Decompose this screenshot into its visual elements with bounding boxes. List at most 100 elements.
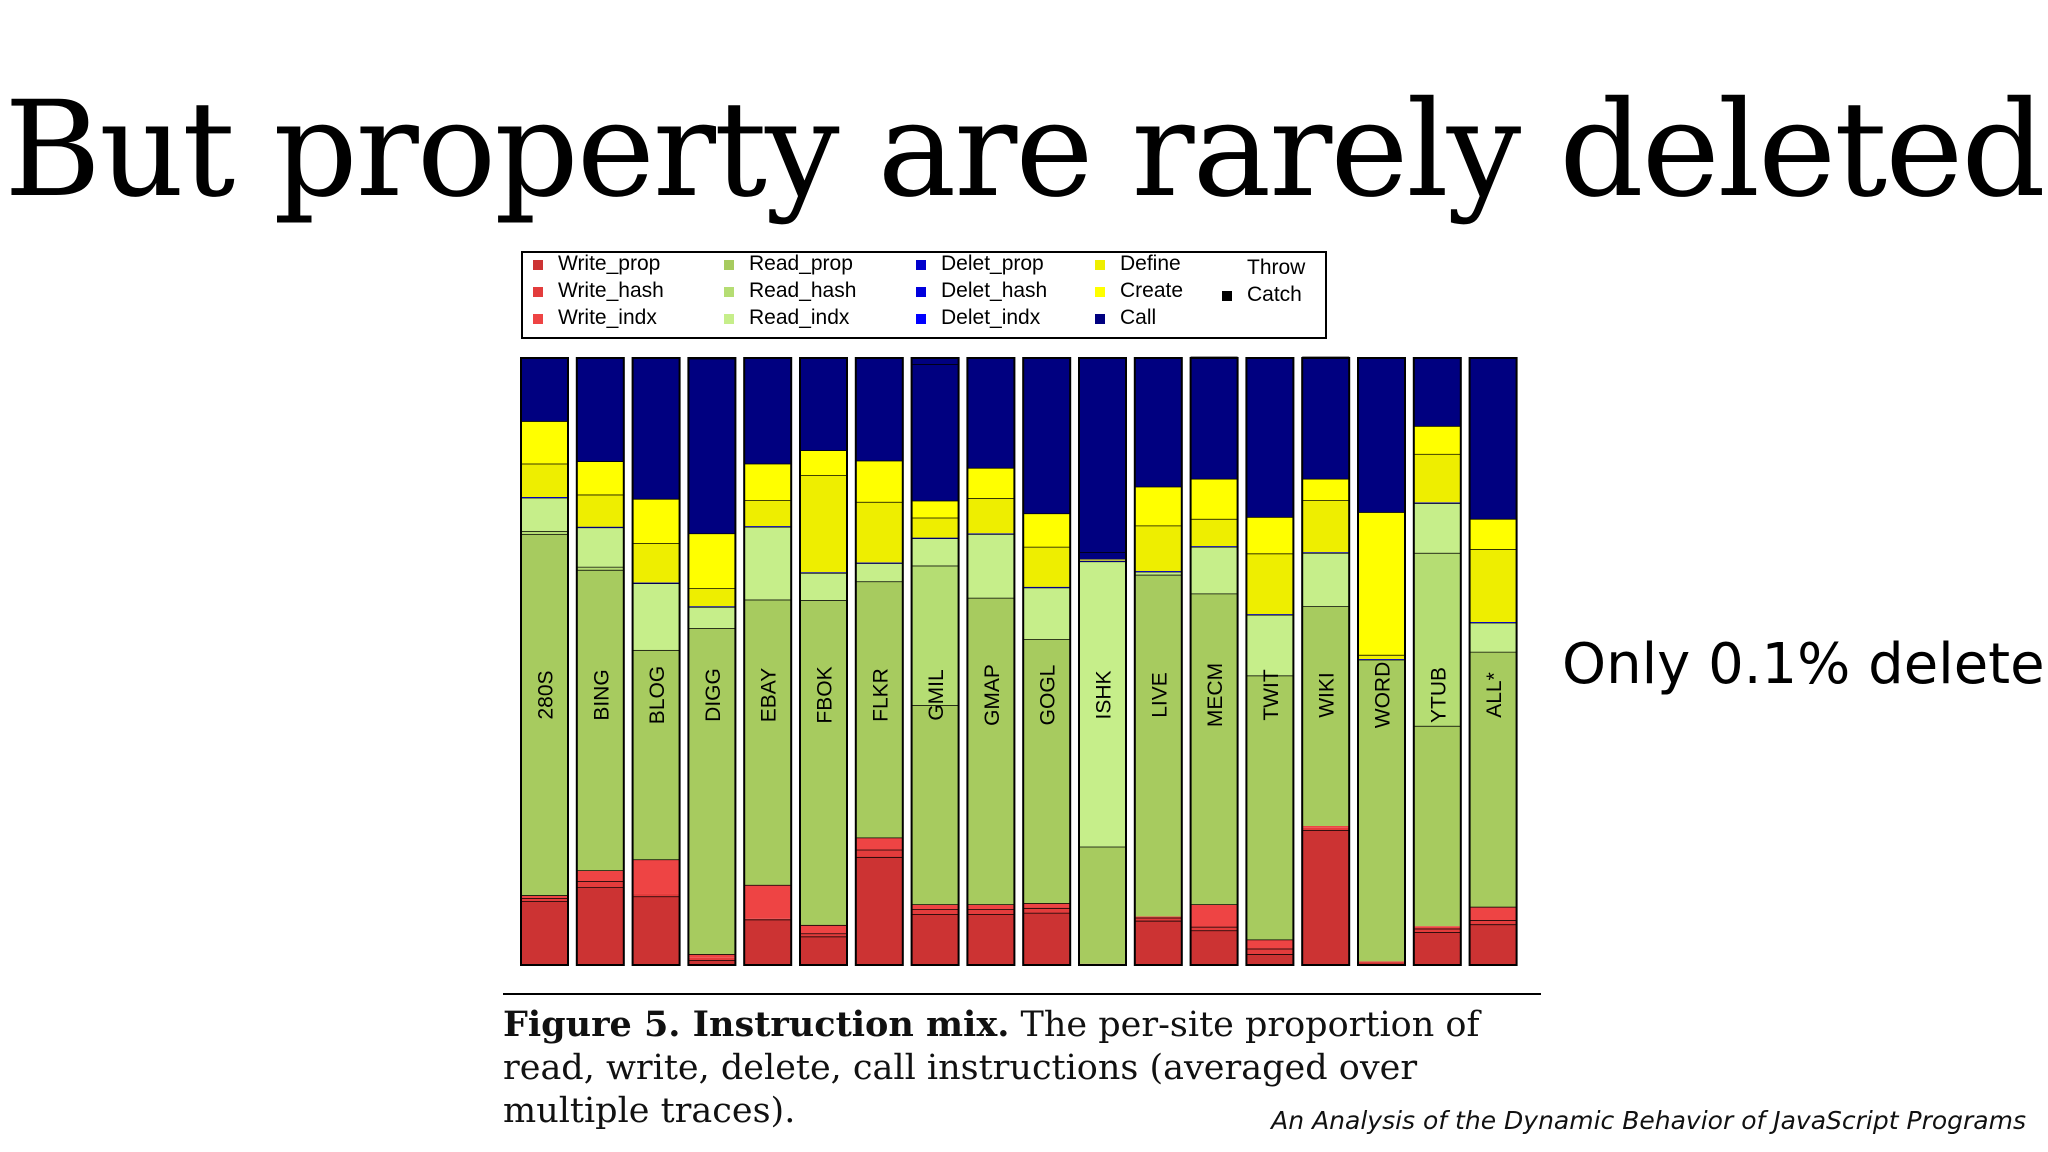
bar-segment-bing-define xyxy=(576,494,624,527)
bar-word: WORD xyxy=(1357,357,1406,966)
bar-outline-blog xyxy=(631,357,681,966)
bar-segment-all-define xyxy=(1469,549,1517,623)
bar-segment-ebay-delet-indx xyxy=(744,526,792,527)
bar-remainder-gmil xyxy=(911,358,959,365)
bar-segment-gmil-write-indx xyxy=(911,904,959,910)
bar-segment-flkr-write-indx xyxy=(855,837,903,850)
bar-segment-bing-read-hash xyxy=(576,566,624,570)
bar-segment-wiki-read-indx xyxy=(1302,552,1350,607)
bar-segment-280s-delet-indx xyxy=(521,497,568,498)
bar-segment-all-create xyxy=(1469,518,1517,550)
bar-segment-wiki-delet-prop xyxy=(1302,552,1350,554)
bar-outline-twit xyxy=(1245,357,1295,966)
bar-segment-fbok-define xyxy=(800,475,847,573)
bar-label-wiki: WIKI xyxy=(1316,672,1339,718)
bar-segment-flkr-define xyxy=(855,501,903,563)
bar-segment-word-write-hash xyxy=(1358,961,1405,963)
bar-segment-ytub-create xyxy=(1413,425,1461,454)
bar-segment-digg-create xyxy=(688,533,736,589)
bar-segment-gmil-define xyxy=(911,517,959,538)
bar-outline-wiki xyxy=(1301,357,1351,966)
bar-outline-gmap xyxy=(966,357,1016,966)
bar-segment-280s-create xyxy=(521,421,568,464)
bar-gmil: GMIL xyxy=(910,357,960,966)
bar-segment-wiki-read-prop xyxy=(1302,606,1350,826)
bar-280s: 280S xyxy=(520,357,569,966)
bar-label-bing: BING xyxy=(590,669,613,720)
bar-segment-live-delet-prop xyxy=(1134,571,1182,572)
bar-label-all: ALL* xyxy=(1483,672,1506,718)
bar-segment-bing-read-indx xyxy=(576,527,624,567)
bar-segment-live-write-indx xyxy=(1134,916,1182,918)
caption-text: The per-site proportion of read, write, … xyxy=(503,1005,1480,1131)
bar-gmap: GMAP xyxy=(966,357,1016,966)
bar-segment-flkr-create xyxy=(855,460,903,502)
legend-swatch-call xyxy=(1095,314,1105,324)
bar-segment-mecm-call xyxy=(1190,357,1238,479)
bar-segment-all-write-prop xyxy=(1469,924,1517,965)
bar-segment-blog-define xyxy=(632,543,680,583)
bar-segment-gmil-call xyxy=(911,364,959,501)
bar-segment-flkr-delet-prop xyxy=(855,562,903,564)
bar-segment-ytub-write-hash xyxy=(1413,928,1461,933)
bar-segment-gmil-read-hash xyxy=(911,565,959,706)
bar-segment-live-write-hash xyxy=(1134,917,1182,921)
bar-segment-ishk-delet-indx xyxy=(1079,560,1126,562)
bar-segment-ishk-call xyxy=(1079,552,1126,560)
bar-label-twit: TWIT xyxy=(1260,669,1283,720)
bar-segment-wiki-define xyxy=(1302,500,1350,553)
bar-segment-mecm-delet-indx xyxy=(1190,546,1238,547)
bar-segment-bing-create xyxy=(576,461,624,495)
bar-segment-gogl-call xyxy=(1023,358,1071,514)
bar-outline-all xyxy=(1468,357,1518,966)
bar-segment-digg-define xyxy=(688,588,736,607)
legend-swatch-delet-hash xyxy=(916,287,926,297)
bar-segment-digg-read-indx xyxy=(688,606,736,629)
bar-segment-gogl-delet-indx xyxy=(1023,586,1071,588)
bar-segment-digg-call xyxy=(688,358,736,534)
bar-segment-twit-define xyxy=(1246,553,1294,615)
bar-segment-blog-read-prop xyxy=(632,649,680,860)
bar-segment-gmil-delet-prop xyxy=(911,537,959,539)
bar-label-ebay: EBAY xyxy=(758,668,781,722)
bar-ebay: EBAY xyxy=(743,357,793,966)
bar-segment-word-read-prop xyxy=(1358,659,1405,962)
legend-label-read-hash: Read_hash xyxy=(749,279,856,302)
bar-segment-fbok-read-indx xyxy=(800,572,847,601)
bar-mecm: MECM xyxy=(1189,356,1239,966)
bar-blog: BLOG xyxy=(631,357,681,966)
bar-segment-gogl-read-indx xyxy=(1023,587,1071,640)
bar-segment-ishk-create xyxy=(1079,559,1126,561)
bar-segment-gmil-delet-indx xyxy=(911,537,959,539)
bar-outline-ishk xyxy=(1078,357,1127,966)
legend-swatch-read-indx xyxy=(724,314,734,324)
bar-segment-gmil-read-indx xyxy=(911,538,959,566)
bar-segment-ebay-create xyxy=(744,463,792,501)
bar-segment-fbok-call xyxy=(800,358,847,451)
bar-segment-280s-read-hash xyxy=(521,530,568,535)
bar-segment-fbok-read-prop xyxy=(800,600,847,925)
bar-segment-mecm-read-indx xyxy=(1190,546,1238,594)
bar-segment-wiki-write-indx xyxy=(1302,825,1350,828)
bar-segment-ishk-read-indx xyxy=(1079,561,1126,847)
bar-segment-ebay-read-prop xyxy=(744,599,792,885)
bar-segment-wiki-call xyxy=(1302,357,1350,479)
bar-label-280s: 280S xyxy=(535,670,558,719)
legend-swatch-read-prop xyxy=(724,260,734,270)
bar-segment-ytub-delet-indx xyxy=(1413,502,1461,503)
bar-segment-blog-write-prop xyxy=(632,896,680,965)
bar-segment-280s-read-prop xyxy=(521,534,568,896)
bar-segment-live-create xyxy=(1134,486,1182,526)
bar-segment-280s-write-hash xyxy=(521,898,568,902)
legend-swatch-delet-indx xyxy=(916,314,926,324)
bar-ytub: YTUB xyxy=(1412,357,1462,966)
bar-segment-flkr-call xyxy=(855,358,903,461)
bar-segment-gmil-write-prop xyxy=(911,914,959,965)
bar-label-flkr: FLKR xyxy=(869,668,892,722)
bar-segment-all-read-prop xyxy=(1469,651,1517,907)
legend-swatch-write-hash xyxy=(533,287,543,297)
figure-caption: Figure 5. Instruction mix. The per-site … xyxy=(503,1003,1563,1133)
bar-outline-live xyxy=(1133,357,1183,966)
legend-label-define: Define xyxy=(1120,252,1181,275)
legend-label-read-indx: Read_indx xyxy=(749,306,850,329)
